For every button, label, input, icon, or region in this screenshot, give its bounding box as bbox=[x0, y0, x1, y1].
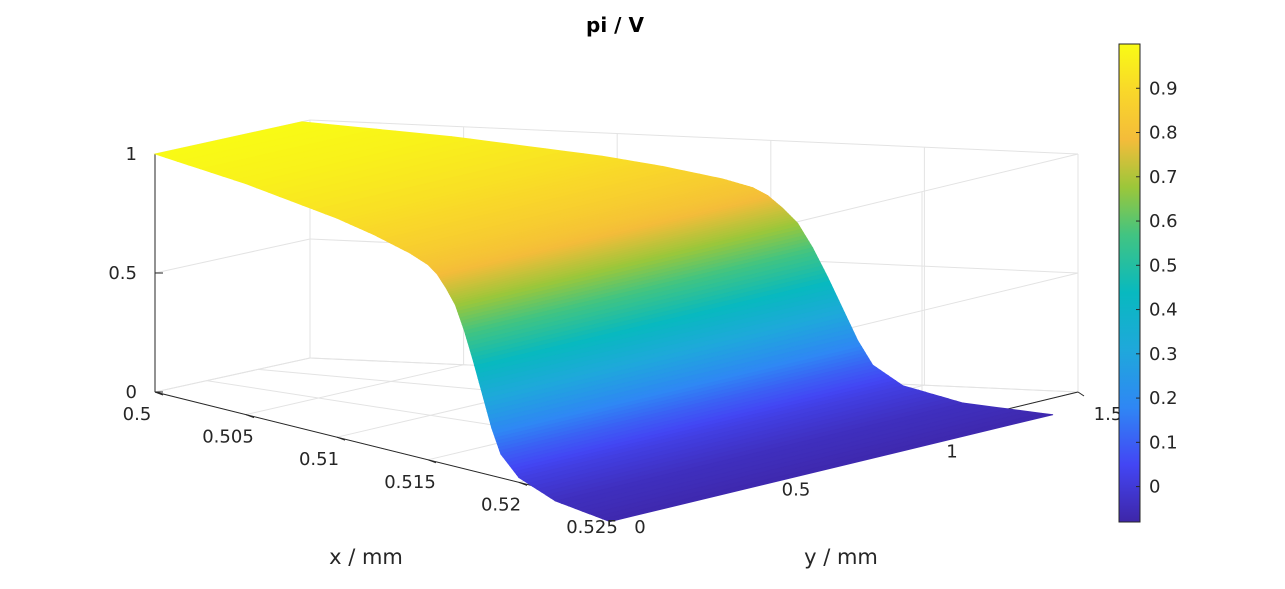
colorbar-tick-label: 0.4 bbox=[1149, 300, 1178, 321]
grid-line bbox=[154, 238, 311, 274]
colorbar: 0 0.1 0.2 0.3 0.4 0.5 0.6 0.7 0.8 0.9 bbox=[1118, 43, 1178, 523]
colorbar-gradient bbox=[1118, 43, 1141, 523]
z-tick-label: 0 bbox=[126, 382, 137, 403]
y-axis-label: y / mm bbox=[804, 545, 878, 569]
y-tick-label: 0.5 bbox=[782, 479, 811, 500]
colorbar-tick-label: 0 bbox=[1149, 477, 1160, 498]
surface-patch bbox=[601, 412, 1054, 523]
colorbar-tick-label: 0.2 bbox=[1149, 388, 1178, 409]
y-tick-label: 0 bbox=[634, 517, 645, 538]
colorbar-tick-label: 0.9 bbox=[1149, 78, 1178, 99]
surface bbox=[153, 121, 1054, 523]
x-axis-label: x / mm bbox=[329, 545, 403, 569]
colorbar-tick-label: 0.8 bbox=[1149, 123, 1178, 144]
colorbar-tick-label: 0.5 bbox=[1149, 255, 1178, 276]
x-tick-mark bbox=[518, 481, 528, 486]
x-tick-label: 0.525 bbox=[566, 517, 618, 538]
x-tick-mark bbox=[245, 414, 255, 419]
x-tick-label: 0.515 bbox=[384, 472, 436, 493]
colorbar-tick-label: 0.7 bbox=[1149, 167, 1178, 188]
x-tick-mark bbox=[336, 436, 346, 441]
y-tick-mark bbox=[1077, 391, 1085, 397]
colorbar-ticks: 0 0.1 0.2 0.3 0.4 0.5 0.6 0.7 0.8 0.9 bbox=[1136, 78, 1178, 498]
x-tick-label: 0.51 bbox=[299, 449, 339, 470]
grid-line bbox=[309, 119, 1079, 155]
y-tick-label: 1.5 bbox=[1094, 404, 1123, 425]
z-tick-label: 0.5 bbox=[108, 263, 137, 284]
colorbar-tick-label: 0.6 bbox=[1149, 211, 1178, 232]
colorbar-tick-label: 0.3 bbox=[1149, 344, 1178, 365]
x-tick-mark bbox=[427, 459, 437, 464]
grid-line bbox=[245, 364, 464, 416]
y-tick-label: 1 bbox=[946, 442, 957, 463]
z-tick-label: 1 bbox=[126, 144, 137, 165]
x-tick-label: 0.505 bbox=[202, 427, 254, 448]
grid-line bbox=[154, 357, 311, 393]
x-tick-label: 0.52 bbox=[481, 494, 521, 515]
x-tick-label: 0.5 bbox=[123, 404, 152, 425]
chart-title: pi / V bbox=[586, 13, 644, 37]
colorbar-tick-label: 0.1 bbox=[1149, 432, 1178, 453]
